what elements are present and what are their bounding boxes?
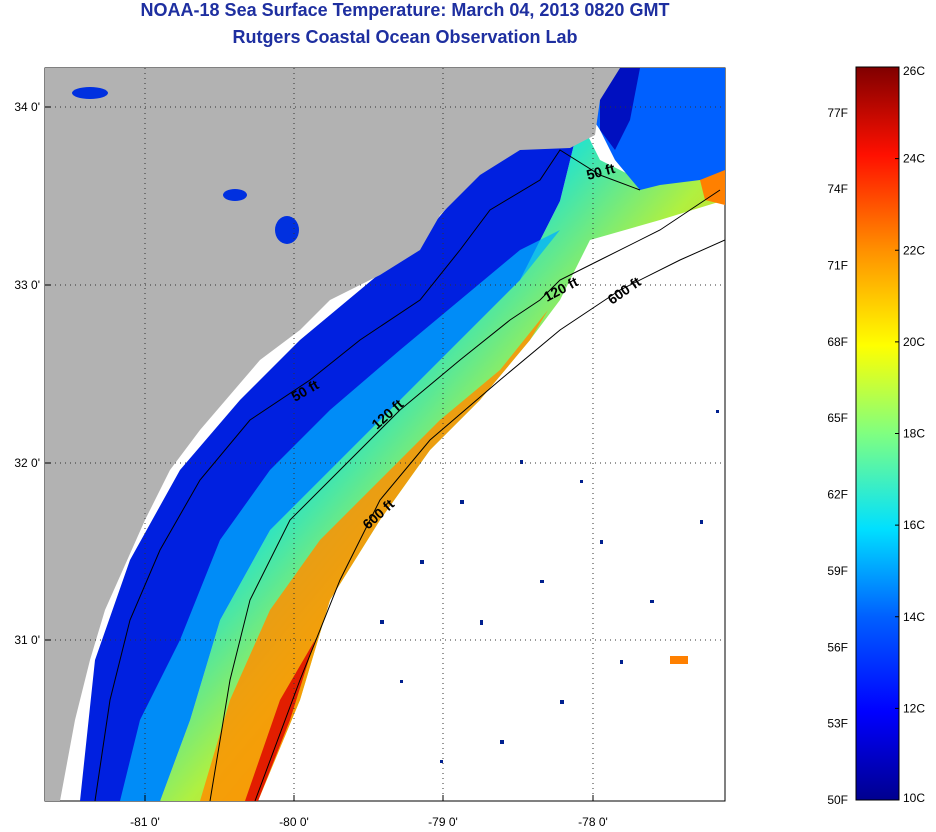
colorbar-celsius-label: 16C: [903, 518, 925, 532]
colorbar-celsius-label: 14C: [903, 610, 925, 624]
lake-nc: [72, 87, 108, 99]
sst-warm-edge: [200, 310, 548, 801]
sst-ne-warm: [700, 170, 725, 205]
colorbar-fahrenheit-label: 74F: [827, 182, 848, 196]
contour-120ft: [209, 189, 721, 801]
graticule: [45, 68, 725, 801]
map-title: NOAA-18 Sea Surface Temperature: March 0…: [140, 0, 670, 20]
lat-tick-label: 31 0': [14, 633, 40, 647]
colorbar-celsius-label: 20C: [903, 335, 925, 349]
land-area: [45, 68, 620, 801]
lake-moultrie: [275, 216, 299, 244]
lat-tick-label: 34 0': [14, 100, 40, 114]
colorbar-fahrenheit-label: 68F: [827, 335, 848, 349]
colorbar-fahrenheit-label: 50F: [827, 793, 848, 807]
colorbar-celsius-label: 10C: [903, 791, 925, 805]
map-subtitle: Rutgers Coastal Ocean Observation Lab: [232, 27, 578, 47]
colorbar-celsius-label: 24C: [903, 152, 925, 166]
contour-50ft: [94, 149, 641, 801]
sst-mid-shelf: [120, 230, 560, 801]
sst-ne-inner: [600, 68, 640, 150]
colorbar-fahrenheit-label: 65F: [827, 411, 848, 425]
lon-tick-label: -78 0': [578, 815, 608, 829]
colorbar-fahrenheit-label: 77F: [827, 106, 848, 120]
colorbar-celsius-label: 18C: [903, 427, 925, 441]
colorbar-fahrenheit-label: 62F: [827, 488, 848, 502]
colorbar-celsius-label: 12C: [903, 701, 925, 715]
colorbar-fahrenheit-label: 59F: [827, 564, 848, 578]
colorbar-fahrenheit-label: 53F: [827, 717, 848, 731]
colorbar-celsius-label: 22C: [903, 243, 925, 257]
depth-label-50-ne: 50 ft: [585, 160, 617, 183]
colorbar-fahrenheit-label: 71F: [827, 259, 848, 273]
lon-tick-label: -81 0': [130, 815, 160, 829]
lat-tick-label: 33 0': [14, 278, 40, 292]
warm-eddy: [670, 656, 688, 664]
depth-contours: [94, 149, 725, 801]
lake-marion: [223, 189, 247, 201]
lon-tick-label: -80 0': [279, 815, 309, 829]
colorbar-gradient: [855, 66, 900, 801]
axis-ticks: [45, 106, 594, 801]
colorbar-celsius-label: 26C: [903, 64, 925, 78]
lat-tick-label: 32 0': [14, 456, 40, 470]
contour-600ft: [254, 239, 725, 801]
colorbar-fahrenheit-label: 56F: [827, 640, 848, 654]
data-speckles: [380, 410, 719, 763]
lon-tick-label: -79 0': [428, 815, 458, 829]
sst-hot-edge: [245, 640, 315, 801]
